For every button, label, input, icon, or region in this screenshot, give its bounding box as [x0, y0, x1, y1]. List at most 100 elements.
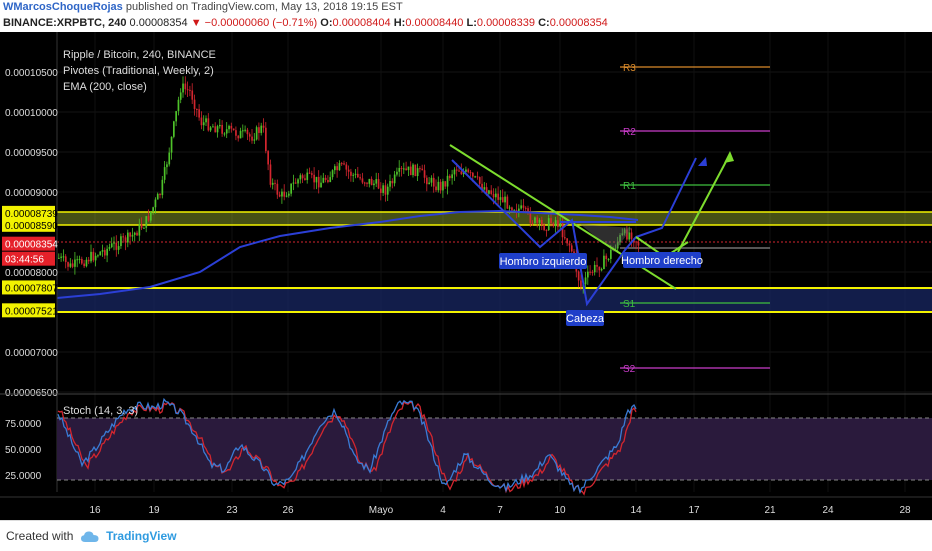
- candle-body: [223, 133, 226, 135]
- candle-body: [131, 234, 134, 237]
- candle-body: [495, 193, 497, 198]
- candle-body: [382, 185, 384, 193]
- price-tag-box: [2, 236, 55, 251]
- candle-body: [478, 177, 481, 184]
- candle-body: [357, 173, 359, 178]
- candle-body: [499, 197, 502, 200]
- price-tag-label: 0.00008739: [5, 209, 58, 220]
- candle-body: [216, 126, 219, 133]
- candle-body: [163, 167, 166, 180]
- candle-body: [345, 164, 348, 170]
- close-label: C:: [538, 17, 550, 29]
- open-value: 0.00008404: [332, 17, 391, 29]
- candle-body: [483, 187, 486, 190]
- price-tick-label: 0.00009000: [5, 188, 58, 199]
- candle-body: [442, 181, 444, 191]
- stoch-band: [57, 418, 932, 480]
- candle-body: [508, 207, 511, 209]
- candle-body: [577, 271, 580, 281]
- candle-body: [193, 99, 196, 109]
- candle-body: [446, 175, 449, 187]
- candle-body: [373, 183, 375, 186]
- symbol-bar: BINANCE:XRPBTC, 240 0.00008354 ▼ −0.0000…: [0, 15, 932, 32]
- time-tick-label: 10: [554, 505, 566, 516]
- candle-body: [361, 178, 364, 183]
- candle-body: [110, 243, 113, 248]
- candle-body: [58, 257, 60, 259]
- candle-body: [538, 219, 541, 223]
- price-tag-label: 03:44:56: [5, 255, 44, 266]
- candle-body: [550, 218, 552, 224]
- candle-body: [228, 125, 230, 130]
- author-link[interactable]: WMarcosChoqueRojas: [3, 1, 123, 13]
- candle-body: [276, 183, 279, 195]
- candle-body: [232, 128, 235, 131]
- candle-body: [179, 92, 182, 100]
- candle-body: [145, 216, 148, 228]
- candle-body: [297, 179, 299, 184]
- price-tag-label: 0.00008354: [5, 240, 58, 251]
- candle-body: [518, 208, 520, 212]
- candle-body: [437, 181, 440, 191]
- candle-body: [409, 166, 412, 176]
- time-tick-label: 21: [764, 505, 776, 516]
- candle-body: [265, 127, 267, 152]
- candle-body: [467, 169, 470, 173]
- candle-body: [175, 111, 177, 122]
- candle-body: [308, 172, 311, 174]
- candle-body: [637, 242, 640, 246]
- pivot-lines: R3 R2 R1 S1 S2: [620, 63, 770, 375]
- candle-body: [547, 218, 550, 231]
- candle-body: [407, 166, 410, 171]
- candle-body: [67, 262, 69, 267]
- candle-body: [248, 134, 251, 137]
- candle-body: [76, 259, 79, 261]
- candle-body: [561, 223, 564, 238]
- candle-body: [506, 196, 509, 209]
- candle-body: [283, 191, 286, 197]
- tradingview-link[interactable]: TradingView: [106, 529, 177, 543]
- candle-body: [462, 171, 465, 175]
- candle-body: [191, 90, 194, 100]
- candle-body: [455, 169, 458, 171]
- tradingview-logo-icon: [80, 531, 99, 542]
- candle-body: [414, 164, 417, 177]
- candle-body: [458, 170, 460, 172]
- candle-body: [614, 248, 617, 250]
- candle-body: [246, 129, 249, 135]
- candle-body: [400, 167, 403, 169]
- label-box-left-shoulder: [499, 253, 587, 269]
- candle-body: [589, 271, 591, 273]
- candle-body: [584, 277, 587, 285]
- candle-body: [527, 208, 529, 212]
- price-chart[interactable]: R3 R2 R1 S1 S2 Hombro izquierdo Cabeza Hombr…: [0, 32, 932, 520]
- candle-body: [481, 183, 483, 190]
- candle-body: [386, 186, 389, 195]
- candle-body: [405, 168, 407, 171]
- candle-body: [340, 163, 343, 165]
- candle-body: [389, 181, 391, 187]
- candle-body: [421, 168, 424, 171]
- price-tag-label: 0.00007807: [5, 283, 58, 294]
- candle-body: [520, 205, 522, 209]
- created-with-text: Created with: [6, 529, 74, 543]
- candle-body: [113, 242, 115, 244]
- candle-body: [152, 207, 154, 212]
- candle-body: [147, 216, 150, 221]
- stoch-k-line: [57, 397, 637, 495]
- candle-body: [543, 224, 545, 230]
- time-tick-label: 28: [899, 505, 911, 516]
- candle-body: [366, 182, 368, 184]
- candle-body: [600, 269, 603, 271]
- candle-body: [288, 193, 290, 196]
- stoch-tick-label: 25.0000: [5, 471, 42, 482]
- candle-body: [244, 129, 246, 131]
- time-tick-label: 26: [282, 505, 294, 516]
- pivot-label-r3: R3: [623, 63, 636, 74]
- candle-body: [117, 246, 120, 250]
- candle-body: [301, 175, 304, 179]
- candle-body: [85, 259, 88, 267]
- candle-body: [416, 168, 419, 177]
- candle-body: [322, 177, 325, 183]
- candle-body: [317, 176, 320, 188]
